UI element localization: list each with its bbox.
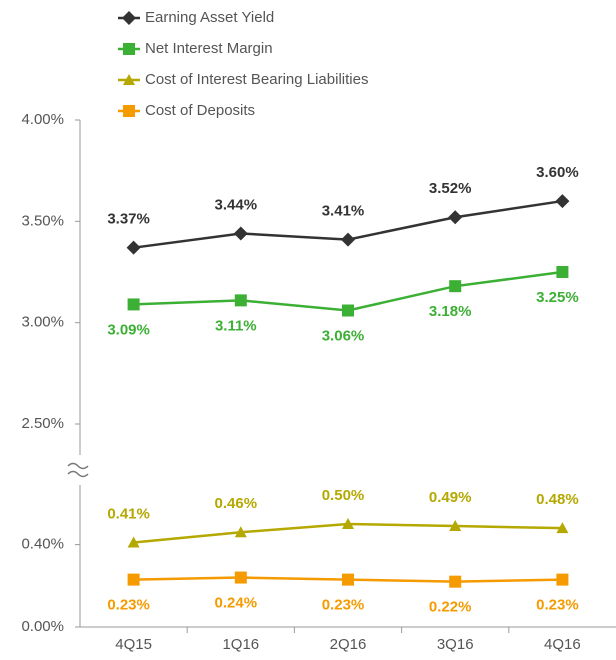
point — [556, 522, 569, 534]
point — [342, 573, 354, 586]
legend-label: Cost of Deposits — [145, 102, 255, 119]
point — [449, 520, 462, 532]
point — [234, 526, 247, 538]
y-tick-label: 3.50% — [21, 212, 64, 229]
value-label: 3.25% — [536, 289, 579, 306]
x-tick-label: 1Q16 — [222, 636, 259, 653]
point — [341, 232, 355, 247]
point — [234, 294, 247, 307]
point — [556, 266, 569, 278]
y-tick-label: 0.00% — [21, 618, 64, 635]
point — [342, 304, 354, 317]
point — [127, 573, 140, 586]
y-tick-label: 4.00% — [21, 111, 64, 128]
value-label: 0.50% — [322, 487, 365, 504]
value-label: 3.44% — [215, 196, 258, 213]
value-label: 0.23% — [536, 597, 579, 614]
value-label: 3.37% — [107, 211, 150, 228]
point — [127, 536, 140, 548]
legend-label: Cost of Interest Bearing Liabilities — [145, 71, 368, 88]
value-label: 0.48% — [536, 491, 579, 508]
legend-label: Net Interest Margin — [145, 40, 273, 57]
value-label: 3.09% — [107, 321, 150, 338]
point — [555, 194, 570, 209]
axis-break — [67, 462, 89, 478]
value-label: 0.23% — [107, 597, 150, 614]
point — [233, 226, 248, 241]
value-label: 0.22% — [429, 599, 472, 616]
point — [556, 573, 569, 586]
point — [122, 11, 136, 25]
y-tick-label: 2.50% — [21, 415, 64, 432]
value-label: 0.46% — [215, 495, 258, 512]
value-label: 0.23% — [322, 597, 365, 614]
value-label: 3.18% — [429, 303, 472, 320]
value-label: 0.24% — [215, 595, 258, 612]
value-label: 3.52% — [429, 180, 472, 197]
point — [448, 210, 463, 225]
point — [127, 298, 140, 311]
point — [449, 575, 462, 588]
value-label: 0.41% — [107, 506, 150, 523]
legend-label: Earning Asset Yield — [145, 9, 274, 26]
value-label: 0.49% — [429, 489, 472, 506]
x-tick-label: 4Q16 — [544, 636, 581, 653]
point — [234, 571, 247, 584]
value-label: 3.11% — [215, 317, 257, 334]
point — [342, 518, 354, 529]
value-label: 3.41% — [322, 203, 365, 220]
y-tick-label: 0.40% — [21, 536, 64, 553]
point — [123, 105, 135, 117]
x-tick-label: 2Q16 — [330, 636, 367, 653]
point — [449, 280, 462, 293]
y-tick-label: 3.00% — [21, 314, 64, 331]
point — [126, 240, 141, 255]
point — [123, 74, 135, 85]
point — [123, 43, 135, 55]
value-label: 3.60% — [536, 164, 579, 181]
x-tick-label: 3Q16 — [437, 636, 474, 653]
value-label: 3.06% — [322, 327, 365, 344]
x-tick-label: 4Q15 — [115, 636, 152, 653]
